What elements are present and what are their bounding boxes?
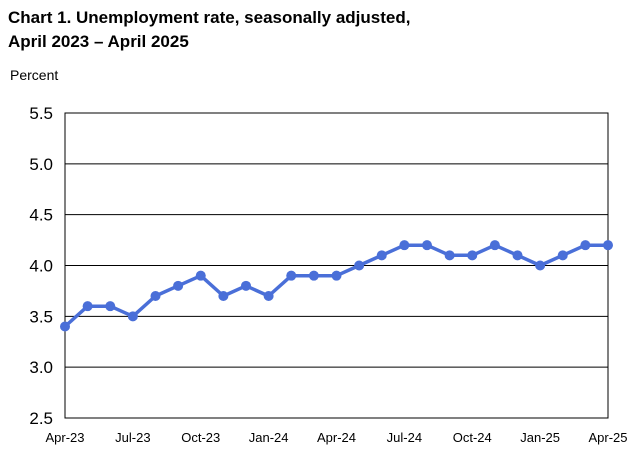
data-point: [263, 291, 274, 301]
data-point: [580, 240, 591, 251]
y-tick-label: 5.5: [29, 104, 53, 123]
data-point: [105, 301, 116, 312]
y-tick-label: 3.5: [29, 307, 53, 326]
chart-title-line-1: Chart 1. Unemployment rate, seasonally a…: [8, 8, 411, 27]
series-line: [63, 243, 608, 328]
data-point: [150, 291, 161, 301]
x-tick-label: Jul-24: [387, 430, 422, 445]
data-point: [60, 321, 70, 332]
x-tick-label: Apr-24: [317, 430, 356, 445]
x-tick-label: Jan-25: [520, 430, 560, 445]
data-point: [241, 280, 251, 291]
data-point: [444, 250, 455, 261]
data-point: [376, 250, 387, 261]
x-tick-label: Oct-23: [181, 430, 220, 445]
data-point: [512, 250, 523, 261]
data-point: [195, 270, 206, 281]
data-point: [286, 270, 297, 281]
data-point: [489, 240, 500, 251]
data-point: [331, 270, 342, 281]
chart-title: Chart 1. Unemployment rate, seasonally a…: [8, 6, 410, 54]
data-point: [354, 260, 365, 271]
x-tick-label: Jul-23: [115, 430, 150, 445]
x-tick-label: Oct-24: [453, 430, 492, 445]
data-point: [399, 240, 410, 251]
data-point: [603, 240, 613, 251]
gridlines: [65, 112, 608, 419]
x-tick-label: Jan-24: [249, 430, 289, 445]
series-unemployment-rate: [60, 240, 613, 332]
y-axis-ticks: 2.5 3.0 3.5 4.0 4.5 5.0 5.5: [29, 104, 53, 428]
data-point: [173, 280, 184, 291]
y-tick-label: 4.5: [29, 206, 53, 225]
plot-area-frame: [64, 112, 609, 419]
data-point: [557, 250, 568, 261]
y-tick-label: 2.5: [29, 409, 53, 428]
data-point: [535, 260, 546, 271]
y-axis-label: Percent: [10, 67, 58, 83]
data-point: [308, 270, 319, 281]
data-point: [422, 240, 432, 251]
chart-title-line-2: April 2023 – April 2025: [8, 32, 189, 51]
data-point: [467, 250, 478, 261]
y-tick-label: 5.0: [29, 155, 53, 174]
x-axis-ticks: Apr-23 Jul-23 Oct-23 Jan-24 Apr-24 Jul-24 Oct-…: [45, 430, 627, 445]
x-tick-label: Apr-23: [45, 430, 84, 445]
data-point: [127, 311, 138, 322]
x-tick-label: Apr-25: [588, 430, 627, 445]
y-tick-label: 3.0: [29, 358, 53, 377]
data-point: [218, 291, 229, 301]
data-point: [82, 301, 93, 312]
y-tick-label: 4.0: [29, 257, 53, 276]
